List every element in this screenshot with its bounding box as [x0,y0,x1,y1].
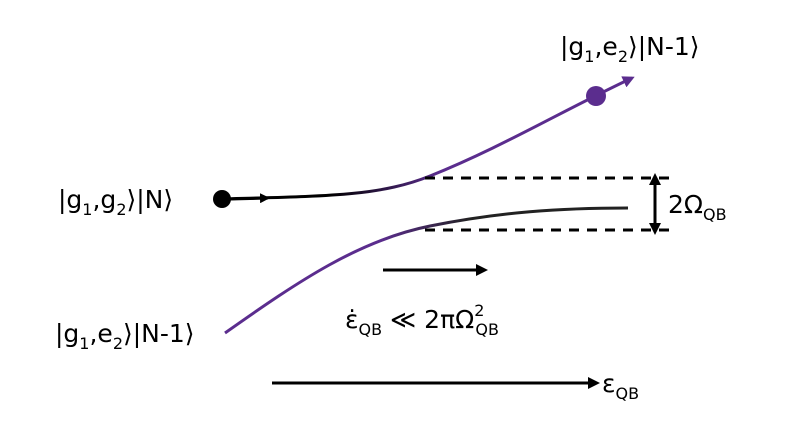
text: ,e [594,32,617,61]
superscript: 2 [474,301,484,320]
subscript: 2 [116,200,126,219]
text: ⟩|N⟩ [127,185,174,214]
top-state: |g1,e2⟩|N-1⟩ [560,32,700,66]
subscript: 2 [113,334,123,353]
gap-label: 2ΩQB [668,190,727,224]
axis-label: εQB [602,369,639,403]
text: ⟩|N-1⟩ [628,32,700,61]
text: |g [560,32,584,61]
left-state: |g1,g2⟩|N⟩ [58,185,173,219]
text: |g [55,319,79,348]
text: ε [602,369,616,398]
bottom-state: |g1,e2⟩|N-1⟩ [55,319,195,353]
start-arrow [229,193,270,204]
subscript: 1 [79,334,89,353]
text: ε̇ [345,305,359,334]
subscript: QB [616,384,640,403]
text: 2Ω [668,190,703,219]
text: ,e [89,319,112,348]
lower-branch [224,206,629,335]
subscript: 1 [584,47,594,66]
text: ≪ 2πΩ [382,305,474,334]
text: ⟩|N-1⟩ [123,319,195,348]
subscript: 2 [618,47,628,66]
upper-branch [221,76,635,201]
condition: ε̇QB ≪ 2πΩ2 QB [345,301,499,339]
start-dot [213,190,231,208]
text: |g [58,185,82,214]
subscript: 1 [82,200,92,219]
subscript: QB [703,205,727,224]
end-dot [586,86,606,106]
subscript: QB [359,320,383,339]
subscript: QB [475,320,499,339]
text: ,g [92,185,116,214]
